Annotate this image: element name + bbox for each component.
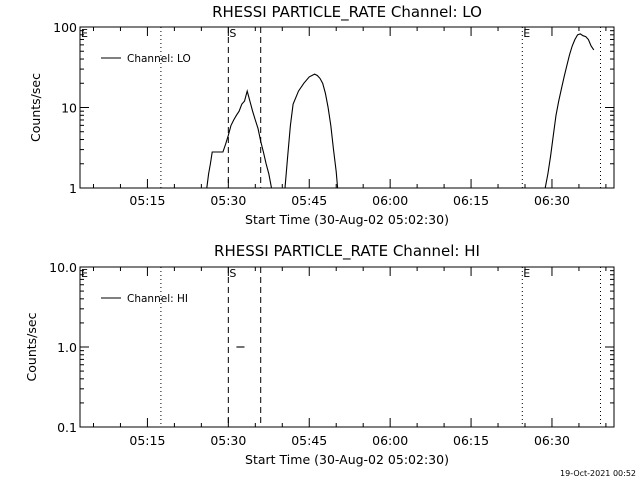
y-tick-label: 1.0 <box>57 340 77 355</box>
chart-title: RHESSI PARTICLE_RATE Channel: HI <box>214 242 480 261</box>
plot-frame <box>79 266 615 428</box>
event-marker-label: S <box>229 27 236 40</box>
event-marker-label: E <box>523 267 530 280</box>
x-tick-label: 05:15 <box>129 433 165 448</box>
x-tick-label: 06:15 <box>453 433 489 448</box>
x-tick-label: 05:15 <box>129 193 165 208</box>
panel-hi-channel: RHESSI PARTICLE_RATE Channel: HI 0.1 1.0 10… <box>24 242 615 467</box>
x-tick-label: 05:45 <box>291 193 327 208</box>
series-line-segment <box>206 88 273 189</box>
panel-lo-channel: RHESSI PARTICLE_RATE Channel: LO 1 10 100 05… <box>28 3 615 227</box>
x-axis-label: Start Time (30-Aug-02 05:02:30) <box>245 212 449 227</box>
x-tick-label: 06:30 <box>534 433 570 448</box>
event-marker-label: E <box>81 27 88 40</box>
y-tick-label: 100 <box>53 20 77 35</box>
y-axis-label: Counts/sec <box>24 312 39 381</box>
x-axis-label: Start Time (30-Aug-02 05:02:30) <box>245 452 449 467</box>
y-tick-label: 10.0 <box>49 260 77 275</box>
event-marker-label: E <box>81 267 88 280</box>
plot-frame <box>79 26 615 189</box>
x-tick-label: 06:30 <box>534 193 570 208</box>
y-axis-label: Counts/sec <box>28 73 43 142</box>
generation-timestamp: 19-Oct-2021 00:52 <box>560 469 636 478</box>
x-tick-label: 06:00 <box>372 193 408 208</box>
legend-label: Channel: LO <box>127 53 191 65</box>
x-tick-label: 05:30 <box>210 433 246 448</box>
event-marker-label: S <box>229 267 236 280</box>
x-tick-label: 06:00 <box>372 433 408 448</box>
series-line-segment <box>284 73 339 189</box>
x-tick-label: 05:30 <box>210 193 246 208</box>
x-tick-label: 05:45 <box>291 433 327 448</box>
y-tick-label: 0.1 <box>57 420 77 435</box>
y-tick-label: 10 <box>61 101 77 116</box>
series-line-segment <box>544 33 595 189</box>
event-marker-label: E <box>523 27 530 40</box>
x-tick-label: 06:15 <box>453 193 489 208</box>
y-tick-label: 1 <box>69 181 77 196</box>
legend-label: Channel: HI <box>127 293 188 305</box>
chart-title: RHESSI PARTICLE_RATE Channel: LO <box>212 3 482 22</box>
